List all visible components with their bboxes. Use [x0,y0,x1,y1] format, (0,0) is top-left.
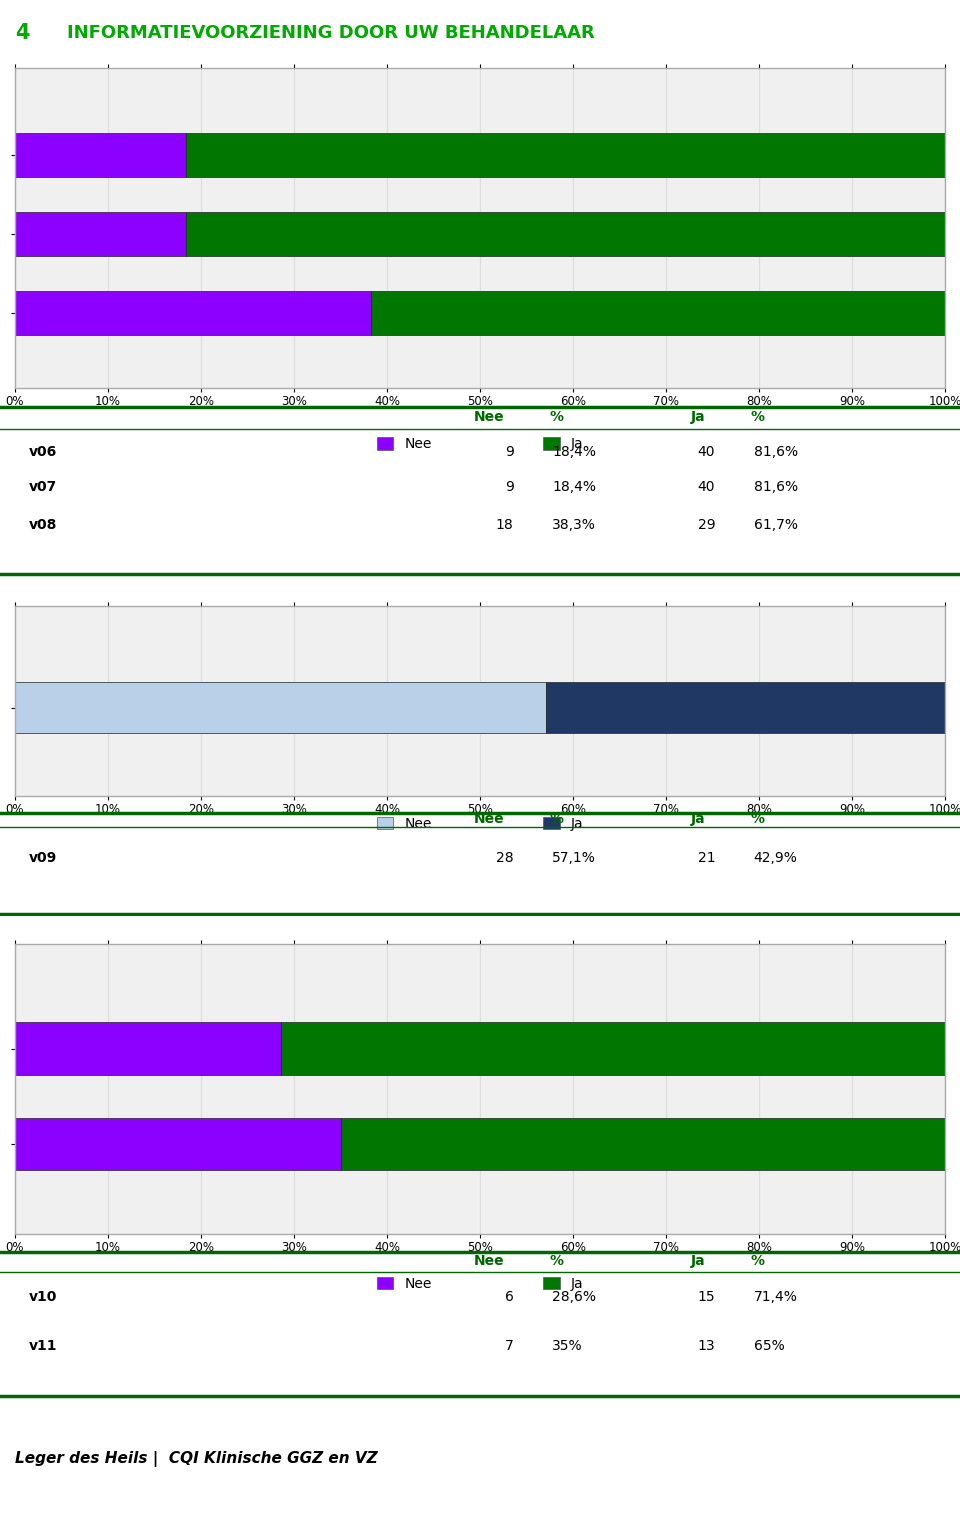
Text: INFORMATIEVOORZIENING DOOR UW BEHANDELAAR: INFORMATIEVOORZIENING DOOR UW BEHANDELAA… [66,24,594,43]
Text: Nee: Nee [473,812,504,826]
Text: 18: 18 [496,518,514,532]
Text: Nee: Nee [473,410,504,424]
Text: v10: v10 [29,1289,58,1305]
Text: 57,1%: 57,1% [552,852,596,866]
Text: 21: 21 [698,852,715,866]
Text: Ja: Ja [691,812,706,826]
Legend: Nee, Ja: Nee, Ja [376,1277,584,1291]
Text: %: % [549,812,564,826]
Text: %: % [751,1254,765,1268]
Text: %: % [751,812,765,826]
Bar [341,1117,945,1170]
Text: 40: 40 [698,445,715,459]
Text: 18,4%: 18,4% [552,480,596,494]
Text: %: % [549,410,564,424]
Text: Ja: Ja [691,410,706,424]
Text: v08: v08 [29,518,58,532]
Text: v09: v09 [29,852,57,866]
Text: 18,4%: 18,4% [552,445,596,459]
Text: 42,9%: 42,9% [754,852,798,866]
Text: 71,4%: 71,4% [754,1289,798,1305]
Text: 6: 6 [505,1289,514,1305]
Text: %: % [549,1254,564,1268]
Bar [15,1023,281,1074]
Text: 35%: 35% [552,1340,583,1353]
Text: v11: v11 [29,1340,58,1353]
Legend: Nee, Ja: Nee, Ja [376,437,584,451]
Text: %: % [751,410,765,424]
Text: 65%: 65% [754,1340,784,1353]
Bar [546,683,945,733]
Bar [15,133,186,177]
Bar [15,683,546,733]
Text: Ja: Ja [691,1254,706,1268]
Bar [15,291,372,335]
Text: v07: v07 [29,480,57,494]
Bar [15,212,186,256]
Text: 81,6%: 81,6% [754,445,798,459]
Bar [372,291,945,335]
Bar [186,133,945,177]
Bar [15,1117,341,1170]
Text: 15: 15 [698,1289,715,1305]
Text: 9: 9 [505,445,514,459]
Text: 4: 4 [15,23,30,43]
Text: Nee: Nee [473,1254,504,1268]
Legend: Nee, Ja: Nee, Ja [376,817,584,831]
Text: v06: v06 [29,445,57,459]
Text: 29: 29 [698,518,715,532]
Bar [186,212,945,256]
Text: 28,6%: 28,6% [552,1289,596,1305]
Text: 9: 9 [505,480,514,494]
Text: 28: 28 [496,852,514,866]
Text: 61,7%: 61,7% [754,518,798,532]
Text: Leger des Heils |  CQI Klinische GGZ en VZ: Leger des Heils | CQI Klinische GGZ en V… [15,1451,377,1468]
Text: 7: 7 [505,1340,514,1353]
Text: 40: 40 [698,480,715,494]
Text: 38,3%: 38,3% [552,518,596,532]
Bar [281,1023,945,1074]
Text: 81,6%: 81,6% [754,480,798,494]
Text: 13: 13 [698,1340,715,1353]
